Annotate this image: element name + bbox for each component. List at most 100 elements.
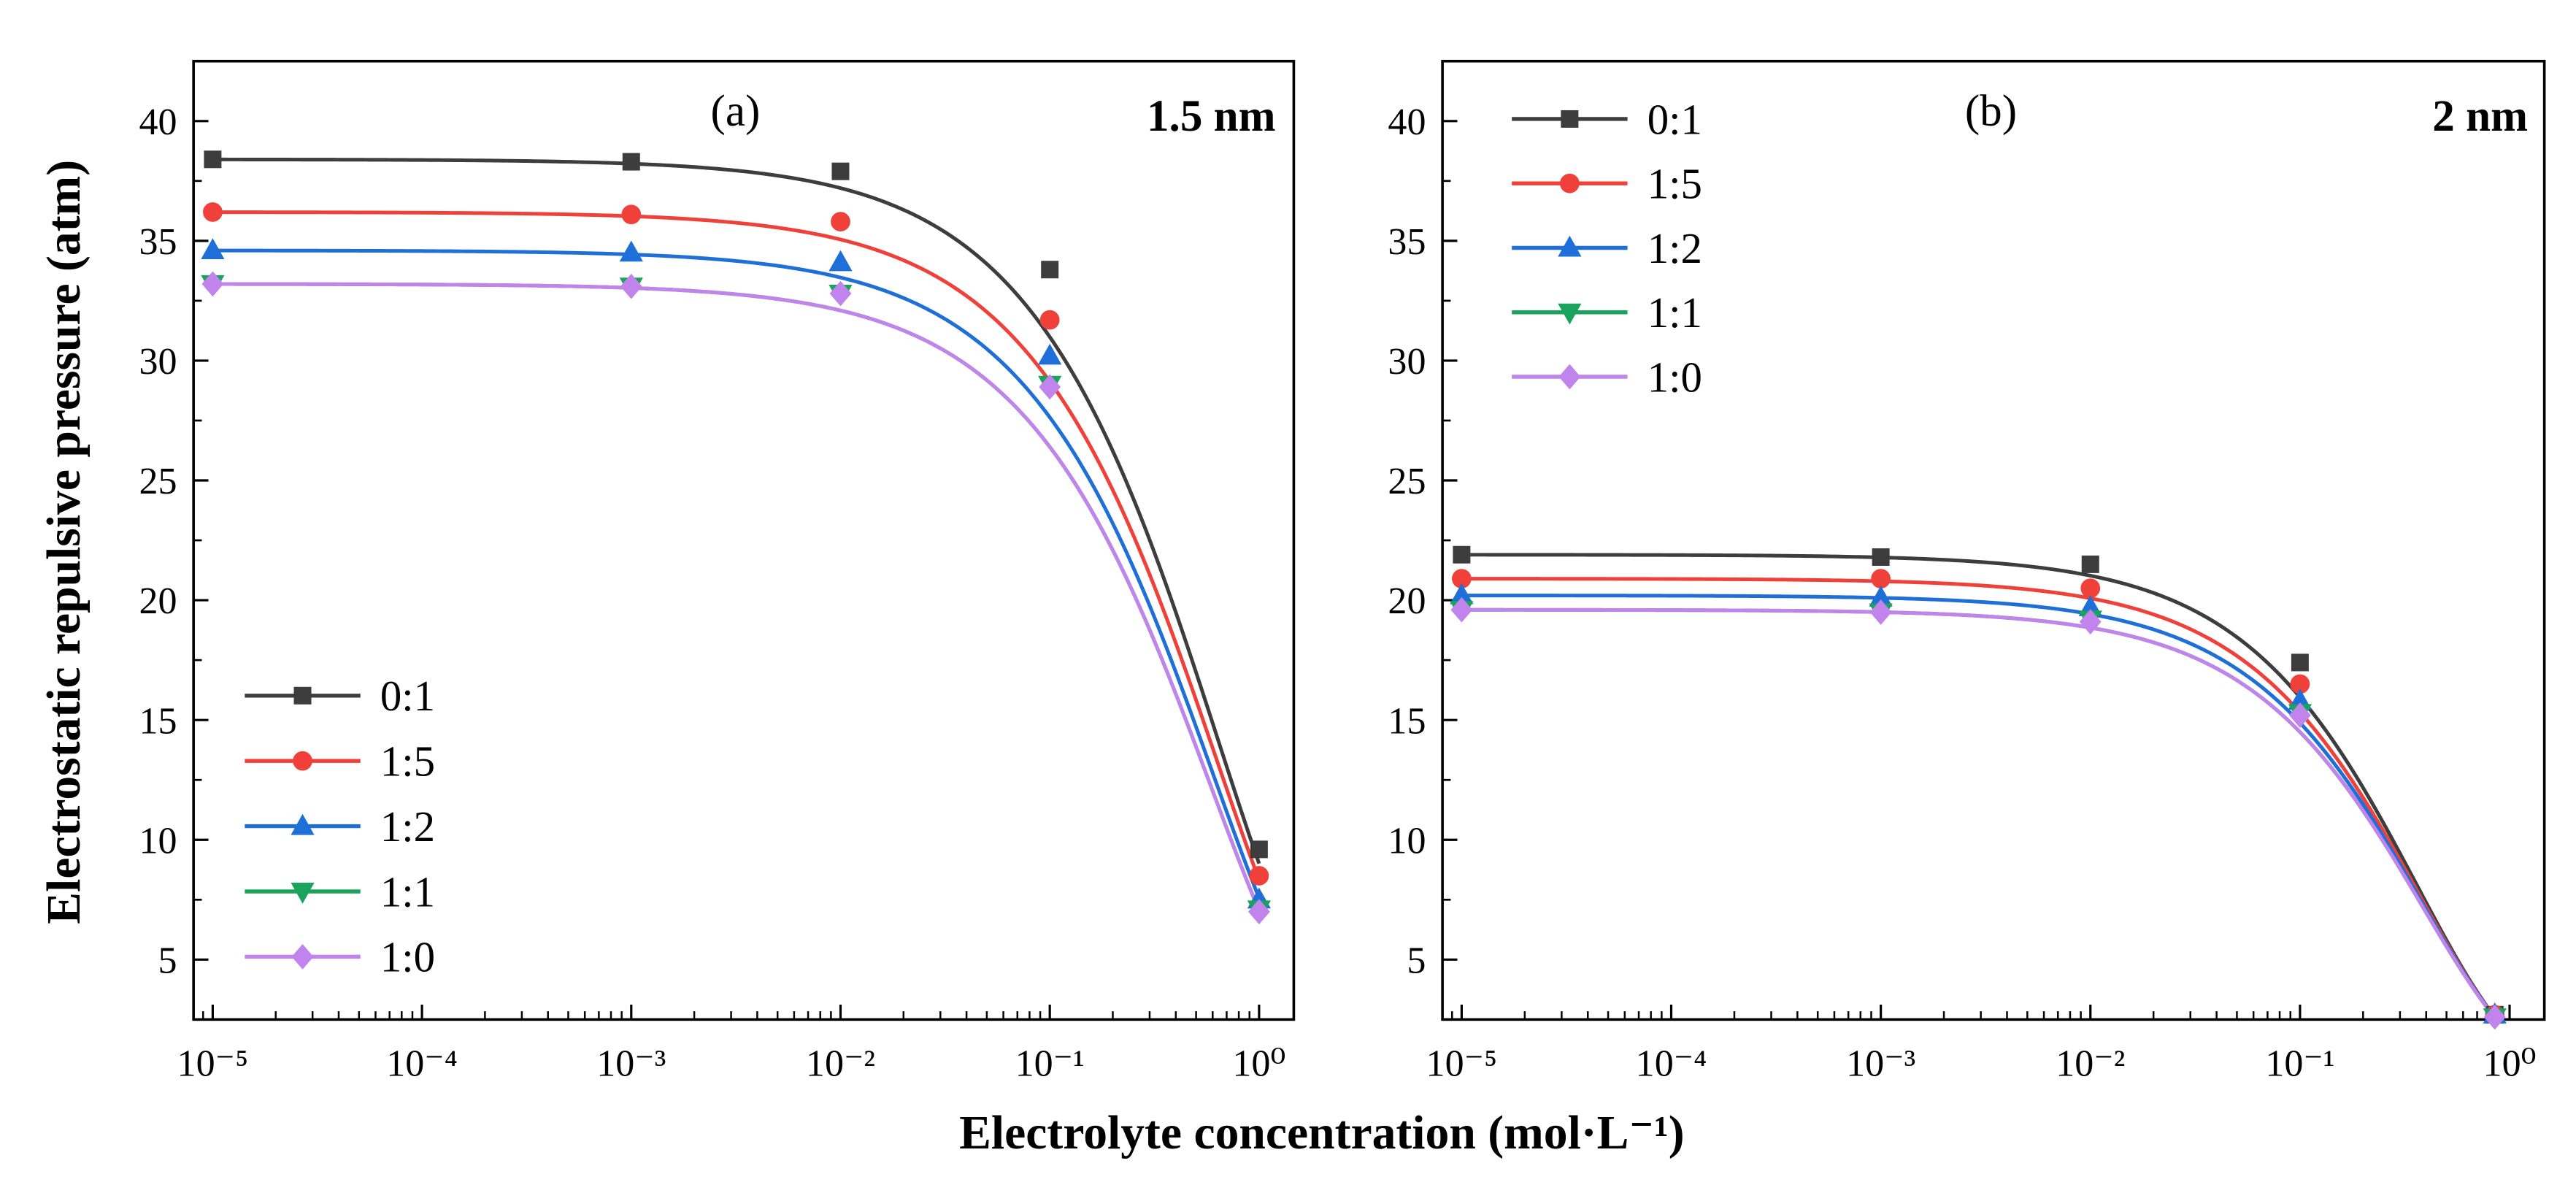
panel-b-markers (1450, 545, 2507, 1030)
panel-b-point-0-1-3 (2291, 653, 2309, 672)
panel-a-ytick-label: 20 (139, 580, 177, 622)
y-axis-label: Electrostatic repulsive pressure (atm) (38, 160, 91, 924)
panel-b-ytick-label: 25 (1388, 461, 1426, 502)
panel-b-legend-marker-1-0 (1558, 364, 1581, 390)
panel-a-point-1-5-0 (203, 202, 223, 222)
panel-b-point-1-0-0 (1450, 596, 1473, 623)
panel-b-curve-1-0 (1461, 607, 2496, 1019)
panel-b-legend-label-1-1: 1:1 (1648, 289, 1702, 337)
panel-b-xtick-label: 10⁻⁴ (1636, 1043, 1707, 1084)
panel-b-ytick-label: 30 (1388, 341, 1426, 383)
panel-b-curve-1-2 (1461, 594, 2496, 1019)
panel-a-point-0-1-0 (204, 150, 222, 169)
panel-b-curve-1-5 (1461, 577, 2496, 1019)
panel-b-legend-label-0-1: 0:1 (1648, 96, 1702, 143)
panel-a-ytick-label: 5 (158, 940, 177, 981)
panel-a-point-1-2-2 (828, 250, 853, 272)
panel-a-fit-curves (212, 157, 1261, 912)
panel-b: (b) 2 nm 5 10 15 20 25 30 35 40 10⁻⁵ 10⁻⁴ 10⁻³ 10⁻²… (1388, 59, 2546, 1084)
panel-a-curve-1-5 (212, 210, 1261, 881)
panel-b-xtick-label: 10⁻² (2056, 1043, 2125, 1084)
panel-a-point-1-0-3 (1039, 374, 1061, 400)
panel-a-ytick-label: 15 (139, 700, 177, 742)
panel-a-point-1-5-4 (1249, 866, 1269, 886)
panel-a-xtick-label: 10⁻⁵ (177, 1043, 249, 1084)
panel-b-legend-marker-0-1 (1561, 110, 1579, 128)
panel-a-point-0-1-2 (831, 162, 850, 180)
panel-b-point-1-5-2 (2080, 578, 2101, 599)
panel-a-legend-marker-0-1 (293, 686, 312, 705)
panel-b-point-1-0-4 (2483, 1004, 2506, 1030)
panel-a-ytick-label: 30 (139, 341, 177, 383)
panel-a-point-1-0-0 (201, 271, 224, 297)
panel-b-legend-label-1-2: 1:2 (1648, 225, 1702, 272)
panel-b-xtick-label: 10⁰ (2483, 1043, 2537, 1084)
panel-b-point-1-0-3 (2288, 702, 2311, 728)
panel-b-point-1-0-1 (1869, 599, 1892, 625)
panel-b-label: (b) (1965, 87, 2017, 136)
panel-a-markers (201, 150, 1271, 925)
panel-a-xtick-label: 10⁻¹ (1015, 1043, 1085, 1084)
panel-a-xtick-label: 10⁻⁴ (386, 1043, 458, 1084)
panel-a-legend-marker-1-0 (291, 944, 314, 970)
panel-a-curve-1-0 (212, 282, 1261, 912)
panel-a-xtick-label: 10⁻² (806, 1043, 875, 1084)
panel-a-point-1-2-3 (1038, 343, 1062, 365)
panel-a-curve-1-2 (212, 248, 1261, 899)
panel-a-point-0-1-4 (1250, 840, 1268, 859)
panel-b-ytick-label: 5 (1407, 940, 1426, 981)
panel-a-ytick-label: 35 (139, 221, 177, 263)
panel-a-point-0-1-3 (1041, 261, 1059, 279)
panel-a-xtick-label: 10⁻³ (596, 1043, 666, 1084)
panel-a: (a) 1.5 nm 5 10 15 20 25 30 35 40 10⁻⁵ 10⁻⁴ 10⁻³ 10… (139, 59, 1296, 1084)
panel-a-point-1-0-1 (620, 273, 642, 299)
panel-a-curve-0-1 (212, 157, 1261, 864)
panel-b-legend-label-1-5: 1:5 (1648, 161, 1702, 208)
panel-b-ytick-label: 15 (1388, 700, 1426, 742)
panel-a-ytick-label: 40 (139, 101, 177, 143)
panel-b-curve-0-1 (1461, 553, 2496, 1019)
panel-a-xtick-label: 10⁰ (1232, 1043, 1285, 1084)
panel-b-ytick-label: 35 (1388, 221, 1426, 263)
panel-a-ytick-label: 10 (139, 820, 177, 862)
panel-a-legend-marker-1-1 (291, 882, 315, 904)
panel-a-point-1-2-1 (619, 240, 643, 262)
panel-a-legend-marker-1-2 (291, 813, 315, 835)
panel-a-point-1-0-2 (829, 280, 852, 307)
panel-b-legend-marker-1-1 (1558, 303, 1582, 325)
panel-b-point-0-1-0 (1453, 545, 1471, 564)
panel-b-xtick-label: 10⁻¹ (2265, 1043, 2334, 1084)
panel-a-point-1-2-0 (201, 238, 225, 259)
panel-b-xtick-label: 10⁻³ (1846, 1043, 1915, 1084)
panel-a-annotation: 1.5 nm (1147, 92, 1276, 141)
panel-a-point-0-1-1 (622, 153, 640, 171)
panel-b-legend: 0:1 1:5 1:2 1:1 1:0 (1512, 96, 1702, 401)
panel-b-point-0-1-2 (2081, 555, 2099, 573)
panel-a-ytick-label: 25 (139, 461, 177, 502)
panel-a-point-1-5-2 (831, 212, 850, 231)
panel-b-legend-marker-1-2 (1558, 235, 1582, 257)
panel-a-label: (a) (711, 87, 761, 136)
panel-b-xtick-label: 10⁻⁵ (1426, 1043, 1498, 1084)
panel-a-point-1-5-3 (1039, 310, 1060, 330)
panel-a-legend-marker-1-5 (293, 751, 312, 771)
panel-b-annotation: 2 nm (2432, 92, 2528, 141)
panel-a-legend-label-1-1: 1:1 (380, 868, 435, 916)
panel-a-legend-label-0-1: 0:1 (380, 672, 435, 720)
panel-b-ytick-label: 20 (1388, 580, 1426, 622)
panel-a-legend-label-1-2: 1:2 (380, 803, 435, 851)
panel-b-fit-curves (1461, 553, 2496, 1019)
panel-a-legend-label-1-0: 1:0 (380, 934, 435, 981)
panel-b-legend-label-1-0: 1:0 (1648, 353, 1702, 401)
panel-b-ytick-label: 40 (1388, 101, 1426, 143)
panel-b-point-0-1-1 (1872, 548, 1890, 567)
x-axis-label: Electrolyte concentration (mol·L⁻¹) (959, 1107, 1684, 1159)
panel-a-legend: 0:1 1:5 1:2 1:1 1:0 (245, 672, 435, 981)
panel-a-point-1-0-4 (1247, 899, 1270, 925)
panel-a-legend-label-1-5: 1:5 (380, 738, 435, 786)
panel-b-point-1-5-1 (1871, 569, 1891, 588)
panel-b-legend-marker-1-5 (1560, 173, 1580, 193)
panel-b-point-1-0-2 (2079, 609, 2102, 634)
